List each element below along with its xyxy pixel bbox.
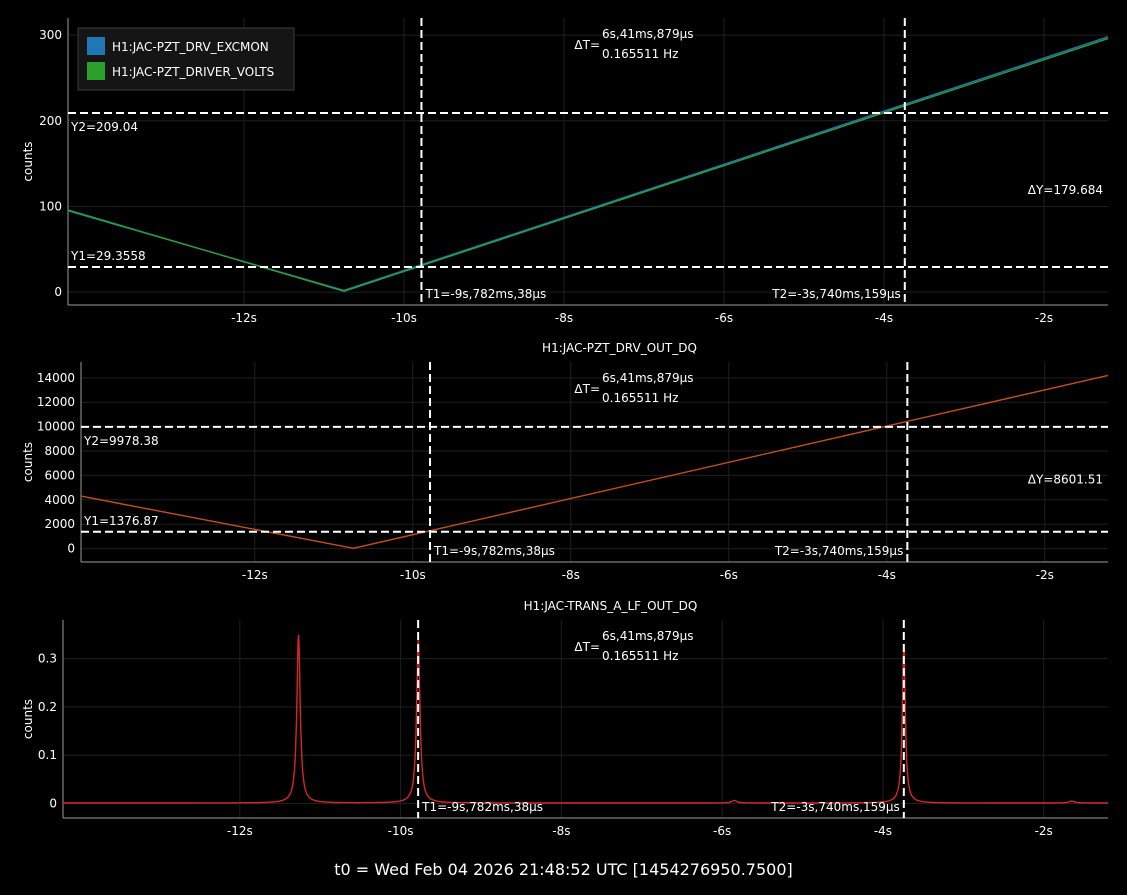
frequency-value: 0.165511 Hz: [602, 649, 678, 663]
cursor-y2-label: Y2=209.04: [70, 120, 138, 134]
x-tick-label: -6s: [720, 568, 738, 582]
x-tick-label: -10s: [400, 568, 426, 582]
frequency-value: 0.165511 Hz: [602, 47, 678, 61]
cursor-t1-label: T1=-9s,782ms,38μs: [433, 544, 555, 558]
x-tick-label: -6s: [713, 824, 731, 838]
delta-y-label: ΔY=179.684: [1028, 183, 1103, 197]
x-tick-label: -8s: [552, 824, 570, 838]
legend: H1:JAC-PZT_DRV_EXCMON H1:JAC-PZT_DRIVER_V…: [77, 27, 295, 91]
legend-swatch: [87, 37, 105, 55]
y-tick-label: 6000: [44, 468, 75, 482]
delta-t-value: 6s,41ms,879μs: [602, 371, 694, 385]
cursor-y2-label: Y2=9978.38: [83, 434, 159, 448]
x-tick-label: -12s: [231, 311, 257, 325]
x-tick-label: -2s: [1036, 568, 1054, 582]
y-tick-label: 4000: [44, 493, 75, 507]
y-tick-label: 8000: [44, 444, 75, 458]
x-tick-label: -4s: [878, 568, 896, 582]
x-tick-label: -10s: [388, 824, 414, 838]
plot-title: H1:JAC-TRANS_A_LF_OUT_DQ: [524, 599, 698, 613]
legend-entry-label: H1:JAC-PZT_DRV_EXCMON: [112, 40, 269, 54]
x-tick-label: -4s: [875, 311, 893, 325]
y-tick-label: 0.1: [38, 748, 57, 762]
y-axis-label: counts: [21, 442, 35, 482]
y-tick-label: 10000: [37, 420, 75, 434]
grid: [81, 362, 1108, 562]
y-tick-label: 0.3: [38, 652, 57, 666]
series-line: [67, 37, 1109, 293]
plot-panel-3: -12s -10s -8s -6s -4s -2s 0 0.1 0.2 0.3 counts H1:J…: [21, 599, 1108, 838]
plot-area[interactable]: -12s -10s -8s -6s -4s -2s 0 100 200 300 counts Y1=2…: [0, 0, 1127, 850]
frequency-value: 0.165511 Hz: [602, 391, 678, 405]
y-tick-label: 200: [39, 114, 62, 128]
x-tick-label: -2s: [1035, 311, 1053, 325]
x-tick-label: -12s: [227, 824, 253, 838]
x-tick-label: -8s: [555, 311, 573, 325]
grid: [68, 18, 1108, 305]
y-tick-label: 0: [67, 542, 75, 556]
y-tick-label: 300: [39, 28, 62, 42]
cursor-t2-label: T2=-3s,740ms,159μs: [774, 544, 904, 558]
x-tick-label: -2s: [1035, 824, 1053, 838]
series-line: [80, 374, 1109, 550]
delta-t-value: 6s,41ms,879μs: [602, 27, 694, 41]
delta-t-label: ΔT=: [574, 38, 600, 52]
cursor-y1-label: Y1=29.3558: [70, 249, 146, 263]
series-line: [63, 634, 1108, 804]
y-tick-label: 0: [54, 285, 62, 299]
cursor-t1-label: T1=-9s,782ms,38μs: [421, 800, 543, 814]
x-tick-label: -8s: [562, 568, 580, 582]
plot-title: H1:JAC-PZT_DRV_OUT_DQ: [542, 341, 697, 355]
delta-t-label: ΔT=: [574, 640, 600, 654]
y-tick-label: 0.2: [38, 700, 57, 714]
y-tick-label: 0: [49, 797, 57, 811]
plot-panel-1: -12s -10s -8s -6s -4s -2s 0 100 200 300 counts Y1=2…: [21, 18, 1109, 325]
cursor-y1-label: Y1=1376.87: [83, 514, 159, 528]
delta-t-value: 6s,41ms,879μs: [602, 629, 694, 643]
x-tick-label: -12s: [242, 568, 268, 582]
legend-entry-label: H1:JAC-PZT_DRIVER_VOLTS: [112, 65, 274, 79]
legend-swatch: [87, 62, 105, 80]
grid: [63, 620, 1108, 818]
y-tick-label: 14000: [37, 371, 75, 385]
legend-box: [77, 27, 295, 91]
y-tick-label: 12000: [37, 395, 75, 409]
y-axis-label: counts: [21, 699, 35, 739]
x-tick-label: -6s: [715, 311, 733, 325]
cursor-t2-label: T2=-3s,740ms,159μs: [771, 287, 901, 301]
y-tick-label: 2000: [44, 517, 75, 531]
x-tick-label: -10s: [391, 311, 417, 325]
cursor-t1-label: T1=-9s,782ms,38μs: [424, 287, 546, 301]
cursor-t2-label: T2=-3s,740ms,159μs: [770, 800, 900, 814]
delta-t-label: ΔT=: [574, 382, 600, 396]
delta-y-label: ΔY=8601.51: [1028, 472, 1103, 486]
plot-panel-2: -12s -10s -8s -6s -4s -2s 0 2000 4000 6000 8000 100…: [21, 341, 1109, 582]
y-tick-label: 100: [39, 199, 62, 213]
x-tick-label: -4s: [874, 824, 892, 838]
y-axis-label: counts: [21, 141, 35, 181]
t0-timestamp: t0 = Wed Feb 04 2026 21:48:52 UTC [14542…: [334, 860, 793, 879]
